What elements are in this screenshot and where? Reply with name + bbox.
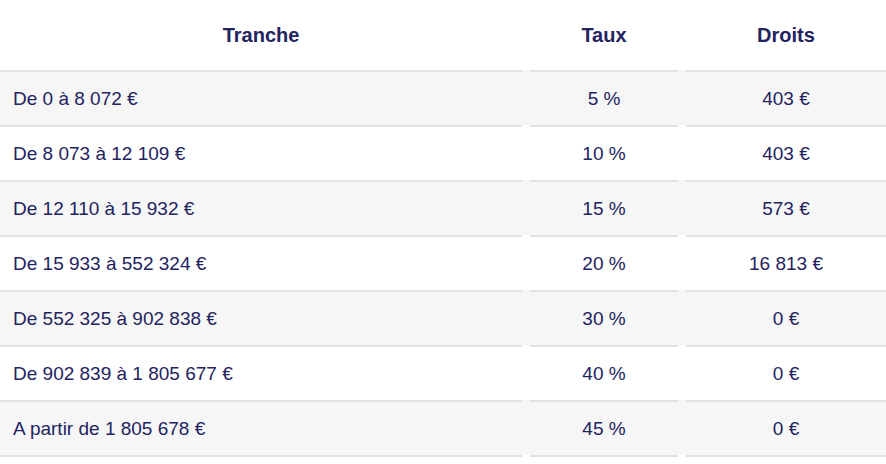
tranche-cell [0, 455, 522, 464]
table-row: De 0 à 8 072 € 5 % 403 € [0, 70, 886, 125]
taux-cell: 40 % [530, 345, 678, 400]
droits-cell: 16 813 € [686, 235, 886, 290]
tranche-cell: A partir de 1 805 678 € [0, 400, 522, 455]
taux-cell: 20 % [530, 235, 678, 290]
column-header-tranche: Tranche [0, 0, 522, 70]
tranche-cell: De 12 110 à 15 932 € [0, 180, 522, 235]
tranche-cell: De 15 933 à 552 324 € [0, 235, 522, 290]
taux-cell: 30 % [530, 290, 678, 345]
droits-cell: 403 € [686, 125, 886, 180]
tranche-cell: De 552 325 à 902 838 € [0, 290, 522, 345]
column-header-droits: Droits [686, 0, 886, 70]
taux-cell: 10 % [530, 125, 678, 180]
table-row: De 15 933 à 552 324 € 20 % 16 813 € [0, 235, 886, 290]
taux-cell: 45 % [530, 400, 678, 455]
droits-cell: 0 € [686, 400, 886, 455]
droits-cell: 573 € [686, 180, 886, 235]
taux-cell: 15 % [530, 180, 678, 235]
droits-cell: 0 € [686, 345, 886, 400]
table-row: De 902 839 à 1 805 677 € 40 % 0 € [0, 345, 886, 400]
column-header-taux: Taux [530, 0, 678, 70]
taux-cell [530, 455, 678, 464]
taux-cell: 5 % [530, 70, 678, 125]
droits-cell: 0 € [686, 290, 886, 345]
tranche-cell: De 0 à 8 072 € [0, 70, 522, 125]
tranche-cell: De 902 839 à 1 805 677 € [0, 345, 522, 400]
tax-brackets-table: Tranche Taux Droits De 0 à 8 072 € 5 % 4… [0, 0, 886, 464]
table-row-partial [0, 455, 886, 464]
table-header-row: Tranche Taux Droits [0, 0, 886, 70]
table-row: De 552 325 à 902 838 € 30 % 0 € [0, 290, 886, 345]
tranche-cell: De 8 073 à 12 109 € [0, 125, 522, 180]
droits-cell [686, 455, 886, 464]
table-row: De 12 110 à 15 932 € 15 % 573 € [0, 180, 886, 235]
table-row: De 8 073 à 12 109 € 10 % 403 € [0, 125, 886, 180]
table-row: A partir de 1 805 678 € 45 % 0 € [0, 400, 886, 455]
droits-cell: 403 € [686, 70, 886, 125]
